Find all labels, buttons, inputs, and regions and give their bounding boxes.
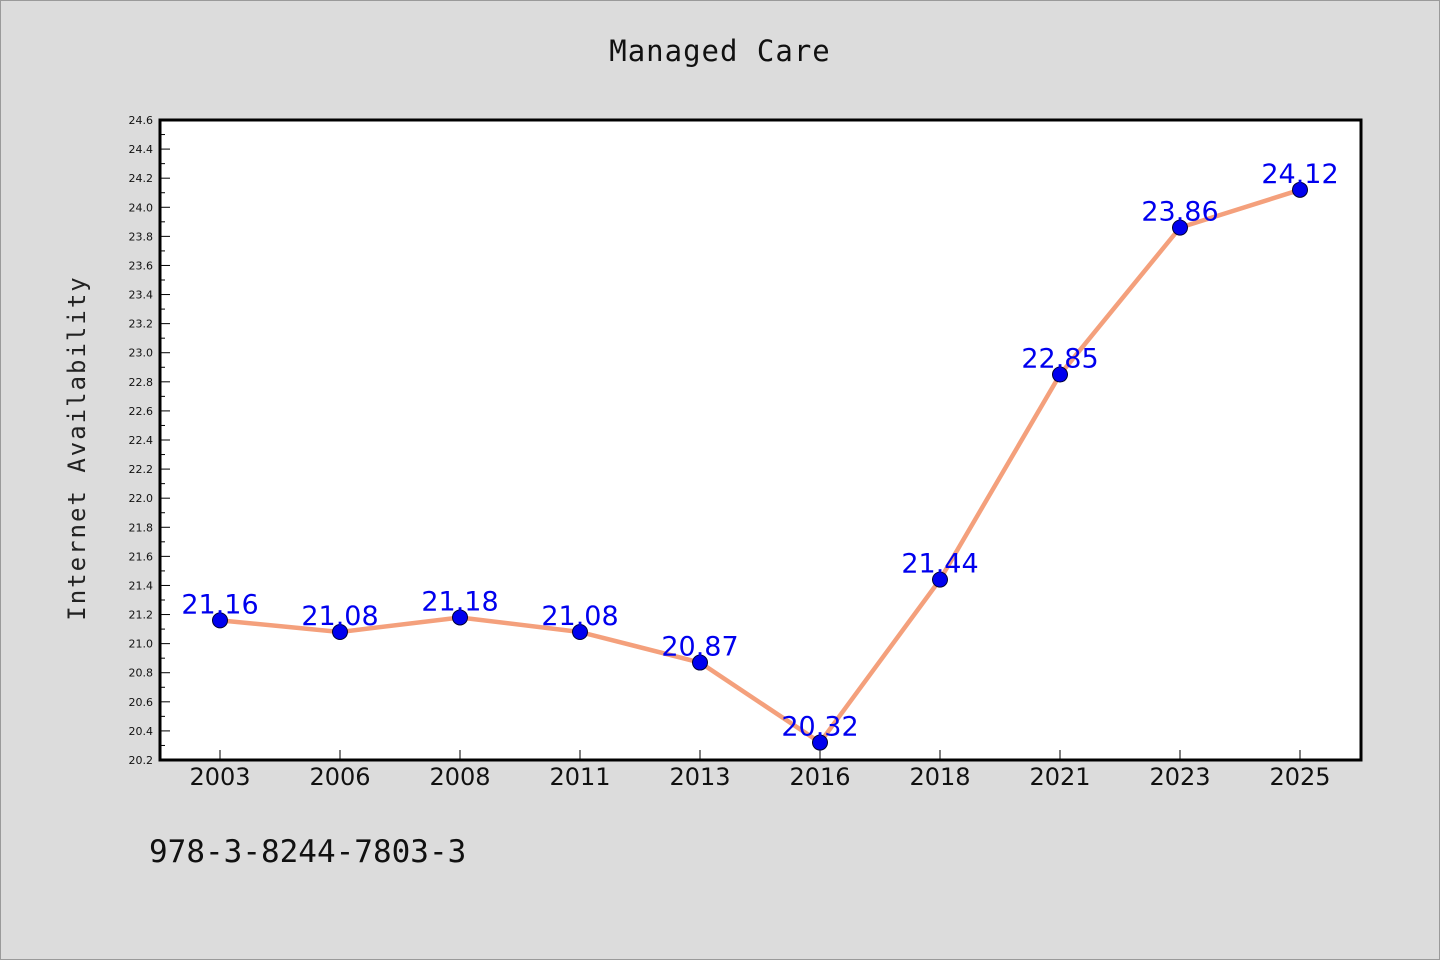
x-tick-label: 2018 [909,763,970,791]
y-tick-label: 24.0 [129,201,154,214]
data-point [692,654,708,671]
y-tick-label: 22.6 [129,405,154,418]
data-point [332,624,348,640]
y-tick-label: 20.2 [129,754,154,767]
y-tick-label: 22.4 [129,434,154,447]
y-tick-label: 21.8 [129,521,154,534]
data-label: 21.16 [181,589,258,620]
x-axis-ticks: 2003 2006 2008 2011 2013 2016 2018 2021 2023 2025 [189,750,1331,791]
y-axis-ticks: 20.2 20.4 20.6 20.8 21.0 21.2 21.4 21.6 21.8 22.0… [129,114,170,767]
y-tick-label: 22.8 [129,376,154,389]
footer-code: 978-3-8244-7803-3 [149,834,467,870]
data-label: 24.12 [1261,159,1338,190]
x-tick-label: 2013 [669,763,730,791]
y-tick-label: 23.4 [129,289,154,302]
y-tick-label: 20.6 [129,696,154,709]
series-markers [212,181,1308,751]
data-labels: 21.16 21.08 21.18 21.08 20.87 20.32 21.44 22.85… [181,159,1338,743]
data-point [452,609,468,626]
y-tick-label: 21.2 [129,609,154,622]
y-tick-label: 24.6 [129,114,154,127]
data-label: 21.08 [301,601,378,632]
plot-border [158,118,1363,762]
data-point [212,612,228,629]
data-label: 20.87 [661,632,738,663]
data-label: 22.85 [1021,344,1098,375]
x-tick-label: 2016 [789,763,850,791]
y-tick-label: 21.6 [129,550,154,563]
y-tick-label: 24.4 [129,143,154,156]
y-tick-label: 20.4 [129,725,154,738]
data-point [812,734,828,751]
y-tick-label: 22.0 [129,492,154,505]
x-tick-label: 2025 [1269,763,1330,791]
y-tick-label: 23.0 [129,347,154,360]
y-tick-label: 21.0 [129,638,154,651]
y-tick-label: 24.2 [129,172,154,185]
plot-area [160,120,1361,760]
series-line [219,187,1301,745]
y-tick-label: 23.6 [129,259,154,272]
data-point [1052,366,1068,383]
y-tick-label: 23.8 [129,230,154,243]
x-tick-label: 2011 [549,763,610,791]
data-label: 21.08 [541,601,618,632]
x-tick-label: 2008 [429,763,490,791]
x-tick-label: 2021 [1029,763,1090,791]
data-label: 23.86 [1141,197,1218,228]
data-label: 21.18 [421,586,498,617]
x-tick-label: 2006 [309,763,370,791]
x-tick-label: 2003 [189,763,250,791]
x-tick-label: 2023 [1149,763,1210,791]
data-label: 21.44 [901,549,978,580]
y-tick-label: 23.2 [129,318,154,331]
y-tick-label: 20.8 [129,667,154,680]
series-line-group [219,187,1301,745]
data-label: 20.32 [781,712,858,743]
data-point [572,624,588,640]
y-tick-label: 22.2 [129,463,154,476]
chart-title: Managed Care [609,34,831,68]
data-point [1172,219,1188,236]
y-tick-label: 21.4 [129,579,154,592]
data-point [1292,181,1308,198]
data-point [932,571,948,588]
